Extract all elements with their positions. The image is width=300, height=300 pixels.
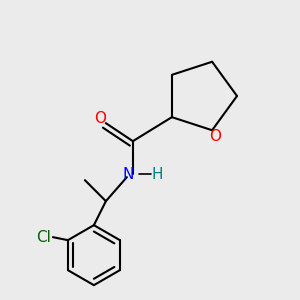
Text: O: O <box>94 111 106 126</box>
Text: N: N <box>123 167 134 182</box>
Text: O: O <box>209 129 221 144</box>
Text: Cl: Cl <box>37 230 51 245</box>
Text: H: H <box>151 167 163 182</box>
